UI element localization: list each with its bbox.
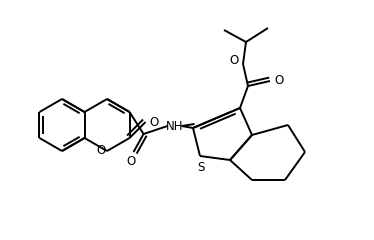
- Text: O: O: [274, 74, 283, 88]
- Text: O: O: [150, 115, 159, 128]
- Text: O: O: [97, 144, 106, 157]
- Text: NH: NH: [166, 120, 183, 132]
- Text: O: O: [126, 155, 135, 168]
- Text: O: O: [230, 54, 239, 67]
- Text: S: S: [197, 161, 205, 174]
